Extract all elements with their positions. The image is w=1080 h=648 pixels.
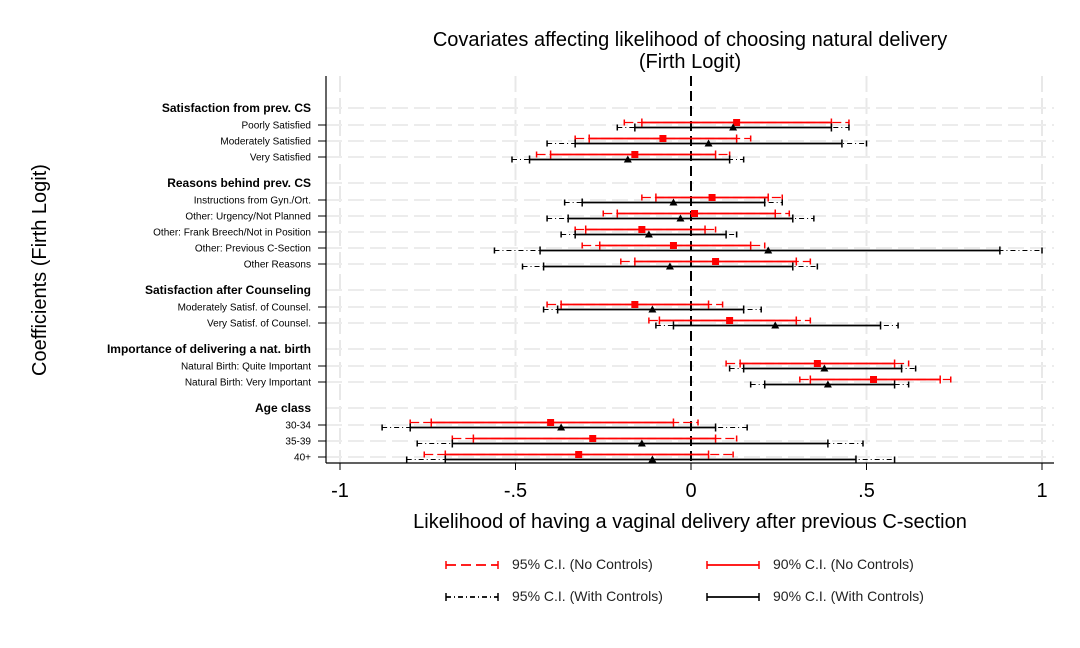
row-labels: Satisfaction from prev. CS Poorly Satisfi…	[107, 101, 311, 464]
row-label: Moderately Satisf. of Counsel.	[178, 303, 311, 314]
estimate-with-controls	[665, 262, 674, 270]
estimate-no-controls	[547, 419, 555, 426]
row-label: 40+	[294, 453, 311, 464]
group-label: Satisfaction after Counseling	[145, 283, 311, 297]
legend-label-wc95: 95% C.I. (With Controls)	[512, 588, 663, 604]
estimate-with-controls	[764, 246, 773, 254]
row-label: Other Reasons	[244, 260, 311, 271]
chart-title: Covariates affecting likelihood of choos…	[433, 29, 947, 51]
row-label: 30-34	[285, 421, 311, 432]
estimate-no-controls	[708, 194, 716, 201]
estimate-no-controls	[726, 317, 734, 324]
row-label: Poorly Satisfied	[242, 121, 311, 132]
row-label: 35-39	[285, 437, 311, 448]
x-tick-label: .5	[858, 480, 875, 502]
row-label: Very Satisf. of Counsel.	[207, 319, 311, 330]
x-tick-label: 0	[685, 480, 696, 502]
estimate-no-controls	[669, 242, 677, 249]
chart-subtitle: (Firth Logit)	[639, 51, 741, 73]
estimate-no-controls	[733, 119, 741, 126]
x-tick-label: -1	[331, 480, 349, 502]
estimate-with-controls	[704, 139, 713, 147]
row-label: Other: Frank Breech/Not in Position	[153, 228, 311, 239]
legend-item-nc95: 95% C.I. (No Controls)	[512, 556, 653, 572]
x-tick-label: -.5	[504, 480, 527, 502]
group-label: Reasons behind prev. CS	[167, 176, 311, 190]
estimate-no-controls	[638, 226, 646, 233]
estimate-no-controls	[589, 435, 597, 442]
point-estimates	[547, 119, 878, 463]
estimate-no-controls	[870, 376, 878, 383]
estimate-with-controls	[729, 123, 738, 131]
row-label: Natural Birth: Very Important	[185, 378, 311, 389]
gridlines	[326, 76, 1054, 463]
legend-item-wc90: 90% C.I. (With Controls)	[773, 588, 924, 604]
estimate-with-controls	[648, 305, 657, 313]
estimate-with-controls	[669, 198, 678, 206]
y-axis-label: Coefficients (Firth Logit)	[29, 164, 51, 376]
legend-label-nc95: 95% C.I. (No Controls)	[512, 556, 653, 572]
row-label: Other: Previous C-Section	[195, 244, 311, 255]
legend-label-wc90: 90% C.I. (With Controls)	[773, 588, 924, 604]
row-label: Natural Birth: Quite Important	[181, 362, 311, 373]
x-tick-label: 1	[1036, 480, 1047, 502]
estimate-no-controls	[813, 360, 821, 367]
estimate-no-controls	[712, 258, 720, 265]
estimate-no-controls	[631, 151, 639, 158]
estimate-with-controls	[823, 380, 832, 388]
row-label: Other: Urgency/Not Planned	[185, 212, 311, 223]
row-label: Moderately Satisfied	[220, 137, 311, 148]
legend-label-nc90: 90% C.I. (No Controls)	[773, 556, 914, 572]
estimate-with-controls	[623, 155, 632, 163]
estimate-no-controls	[631, 301, 639, 308]
legend-item-nc90: 90% C.I. (No Controls)	[773, 556, 914, 572]
estimate-no-controls	[659, 135, 667, 142]
estimate-with-controls	[771, 321, 780, 329]
estimate-with-controls	[820, 364, 829, 372]
estimate-no-controls	[575, 451, 583, 458]
x-axis-label: Likelihood of having a vaginal delivery …	[413, 511, 967, 533]
estimate-no-controls	[691, 210, 699, 217]
estimate-with-controls	[644, 230, 653, 238]
group-label: Importance of delivering a nat. birth	[107, 342, 311, 356]
legend-symbols	[445, 561, 760, 601]
estimate-with-controls	[557, 423, 566, 431]
row-label: Instructions from Gyn./Ort.	[194, 196, 311, 207]
estimate-with-controls	[637, 439, 646, 447]
row-label: Very Satisfied	[250, 153, 311, 164]
estimate-with-controls	[648, 455, 657, 463]
estimate-with-controls	[676, 214, 685, 222]
group-label: Satisfaction from prev. CS	[162, 101, 311, 115]
axes: -1 -.5 0 .5 1	[318, 76, 1054, 502]
legend-item-wc95: 95% C.I. (With Controls)	[512, 588, 663, 604]
group-label: Age class	[255, 401, 311, 415]
